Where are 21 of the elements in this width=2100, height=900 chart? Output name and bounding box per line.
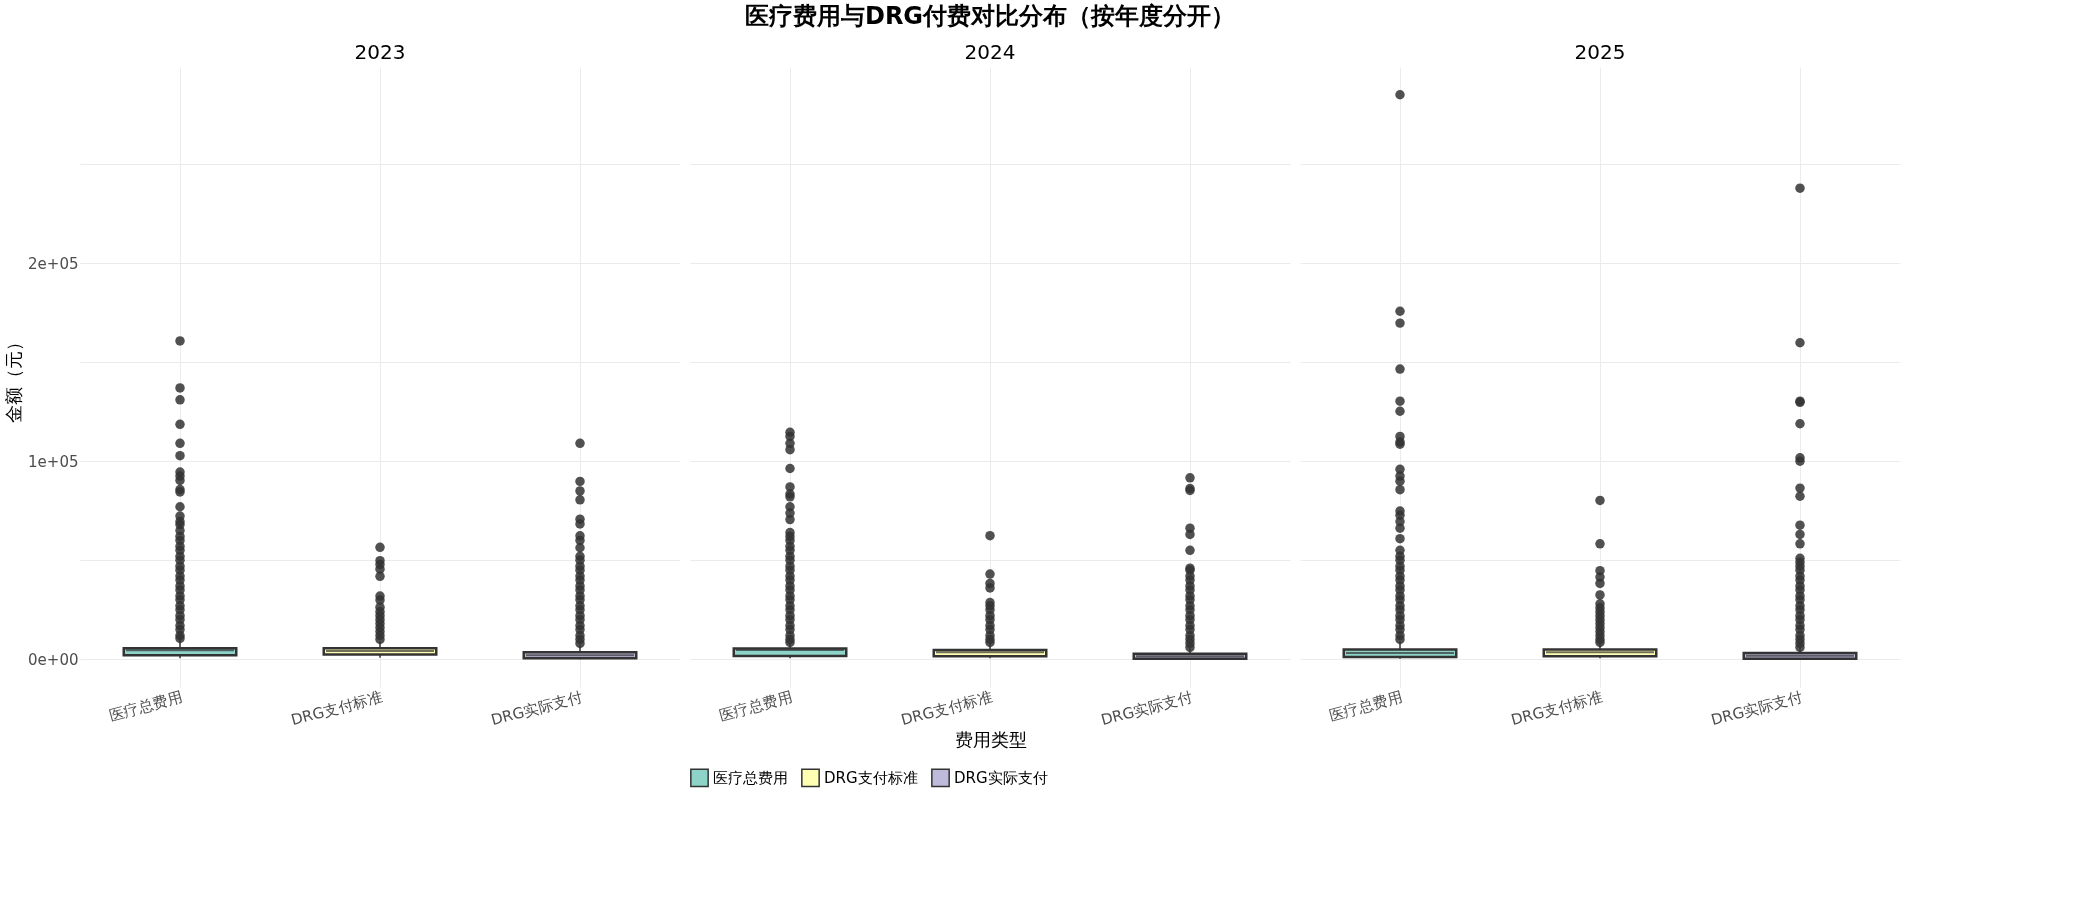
legend-label: DRG实际支付	[954, 768, 1048, 787]
x-tick-label: 医疗总费用	[107, 687, 185, 725]
x-tick-label: DRG支付标准	[289, 687, 385, 730]
legend-label: 医疗总费用	[713, 768, 788, 787]
x-tick-label: 医疗总费用	[1327, 687, 1405, 725]
y-tick-label: 1e+05	[28, 452, 79, 471]
chart-subtitle: 2023	[354, 40, 406, 64]
y-tick-label: 2e+05	[28, 254, 79, 273]
x-tick-label: DRG实际支付	[489, 687, 585, 730]
x-axis-title: 费用类型	[954, 729, 1027, 751]
x-tick-label: DRG支付标准	[899, 687, 995, 730]
x-tick-label: DRG实际支付	[1099, 687, 1195, 730]
y-axis-title: 金额（元）	[3, 332, 25, 423]
y-tick-label: 0e+00	[28, 650, 79, 669]
chart-title: 医疗费用与DRG付费对比分布（按年度分开）	[744, 2, 1236, 30]
chart-subtitle: 2024	[964, 40, 1016, 64]
x-tick-label: DRG实际支付	[1709, 687, 1805, 730]
x-tick-label: 医疗总费用	[717, 687, 795, 725]
legend-label: DRG支付标准	[824, 768, 918, 787]
x-tick-label: DRG支付标准	[1509, 687, 1605, 730]
chart-subtitle: 2025	[1574, 40, 1626, 64]
